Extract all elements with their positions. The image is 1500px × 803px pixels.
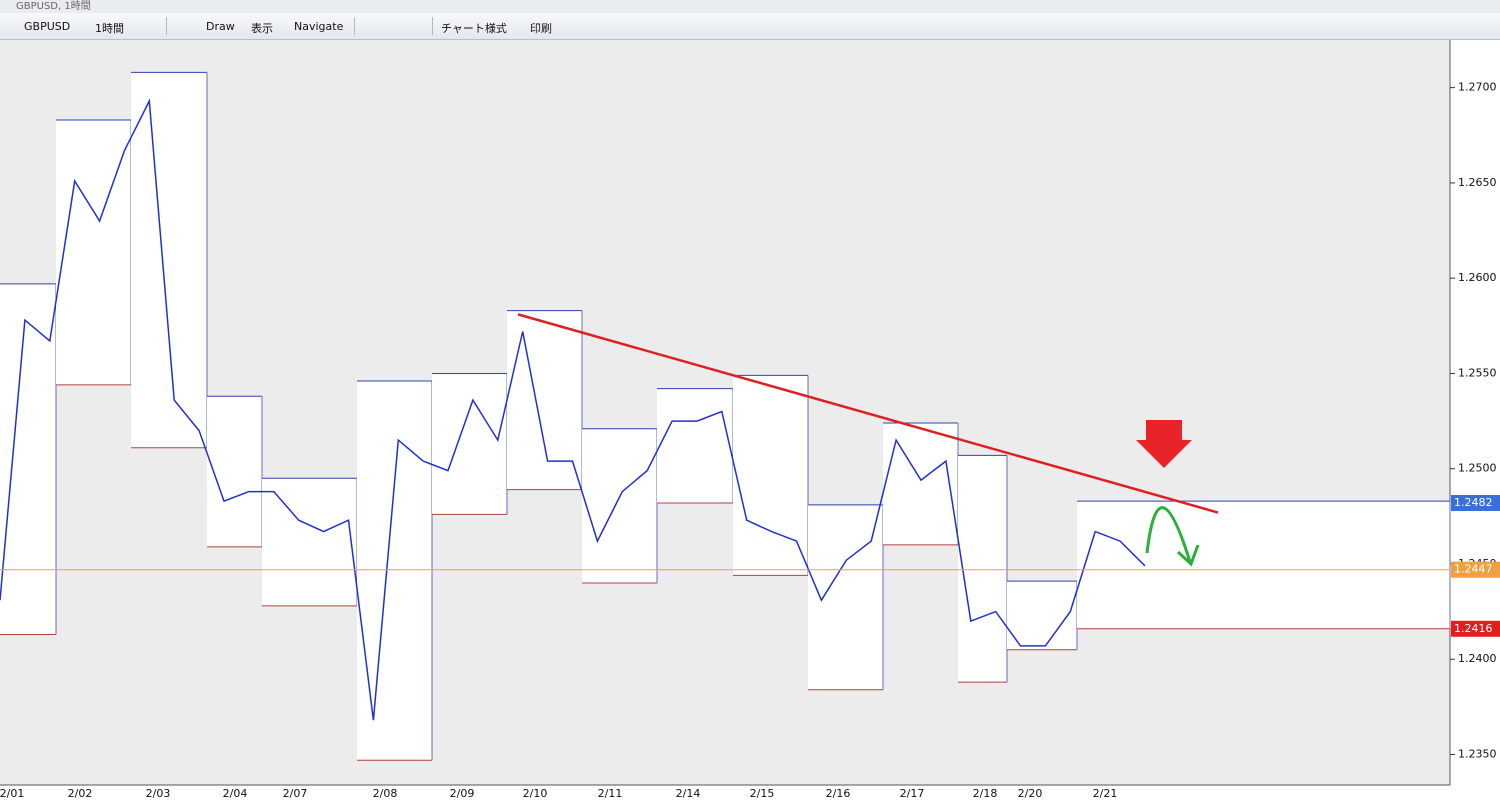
day-range-box [657, 388, 733, 504]
draw-menu[interactable]: Draw [206, 20, 235, 33]
view-menu[interactable]: 表示 [251, 22, 273, 35]
toolbar: GBPUSD 1時間 Draw 表示 Navigate チャート様式 印刷 [0, 13, 1500, 40]
separator [354, 17, 355, 35]
x-tick-label: 2/15 [750, 787, 775, 800]
price-label-bg [1451, 561, 1500, 578]
forecast-arrow [1176, 544, 1200, 567]
separator [166, 17, 167, 35]
day-range-box [507, 310, 582, 490]
x-tick-label: 2/20 [1018, 787, 1043, 800]
price-label: 1.2416 [1454, 622, 1493, 635]
y-tick-label: 1.2400 [1458, 652, 1497, 665]
day-range-box [131, 72, 207, 448]
navigate-menu[interactable]: Navigate [294, 20, 344, 33]
arrow-down [1136, 440, 1192, 468]
y-tick-label: 1.2600 [1458, 271, 1497, 284]
x-tick-label: 2/10 [523, 787, 548, 800]
x-tick-label: 2/03 [146, 787, 171, 800]
price-axis [1450, 40, 1500, 803]
day-range-box [1007, 581, 1077, 650]
x-tick-label: 2/08 [373, 787, 398, 800]
x-tick-label: 2/11 [598, 787, 623, 800]
y-tick-label: 1.2700 [1458, 81, 1497, 94]
y-tick-label: 1.2350 [1458, 748, 1497, 761]
day-range-box [207, 396, 262, 547]
price-label-bg [1451, 495, 1500, 512]
price-label: 1.2447 [1454, 563, 1493, 576]
x-tick-label: 2/16 [826, 787, 851, 800]
forecast-arrow [1145, 506, 1192, 563]
day-range-box [1077, 501, 1450, 629]
separator [432, 17, 433, 35]
x-tick-label: 2/18 [973, 787, 998, 800]
symbol-select[interactable]: GBPUSD [24, 20, 71, 33]
day-range-box [808, 504, 883, 690]
price-label: 1.2482 [1454, 496, 1493, 509]
print-menu[interactable]: 印刷 [530, 22, 552, 35]
x-tick-label: 2/09 [450, 787, 475, 800]
chart-style-menu[interactable]: チャート様式 [441, 22, 507, 35]
x-tick-label: 2/14 [676, 787, 701, 800]
x-tick-label: 2/04 [223, 787, 248, 800]
x-tick-label: 2/07 [283, 787, 308, 800]
day-range-box [883, 422, 958, 545]
day-range-box [733, 375, 808, 576]
trendline [517, 313, 1219, 514]
y-tick-label: 1.2550 [1458, 366, 1497, 379]
x-tick-label: 2/01 [0, 787, 24, 800]
chart: 2/01 2/02 2/03 2/04 2/07 2/08 2/09 2/10 2/11 2/14… [0, 40, 1500, 803]
day-range-box [262, 478, 357, 606]
day-range-box [582, 428, 657, 584]
arrow-down [1146, 420, 1182, 442]
x-tick-label: 2/17 [900, 787, 925, 800]
price-line [0, 98, 1146, 721]
x-tick-label: 2/21 [1093, 787, 1118, 800]
y-tick-label: 1.2650 [1458, 176, 1497, 189]
day-range-box [432, 373, 507, 515]
x-tick-label: 2/02 [68, 787, 93, 800]
layer: 2/01 2/02 2/03 2/04 2/07 2/08 2/09 2/10 2/11 2/14… [0, 71, 1500, 800]
day-range-box [56, 120, 131, 385]
day-range-box [958, 455, 1007, 683]
price-label-bg [1451, 620, 1500, 637]
window-title: GBPUSD, 1時間 [0, 0, 1500, 13]
y-tick-label: 1.2500 [1458, 462, 1497, 475]
day-range-box [357, 381, 432, 761]
day-range-box [0, 283, 56, 635]
timeframe-select[interactable]: 1時間 [95, 22, 124, 35]
